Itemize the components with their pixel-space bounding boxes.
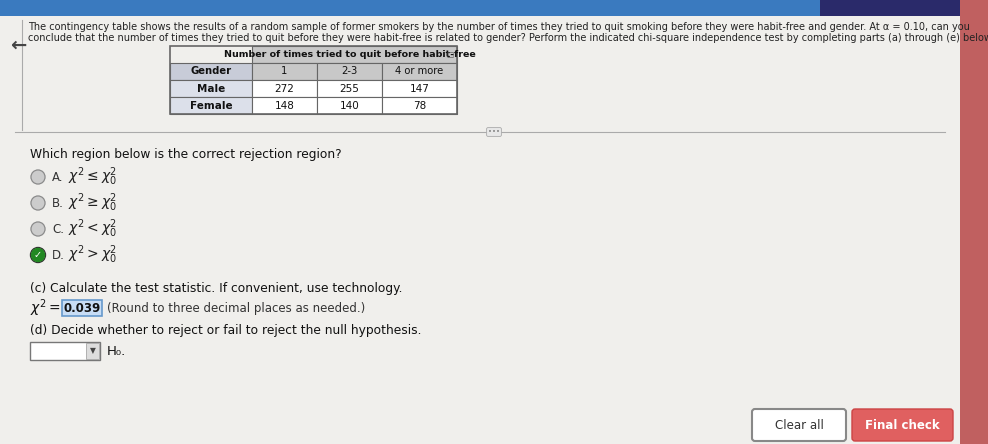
- Text: ✓: ✓: [34, 250, 42, 260]
- Text: ▼: ▼: [90, 346, 96, 356]
- Text: 255: 255: [340, 83, 360, 94]
- Text: A.: A.: [52, 170, 63, 183]
- Circle shape: [31, 222, 45, 236]
- Text: 0.039: 0.039: [63, 301, 101, 314]
- Text: D.: D.: [52, 249, 65, 262]
- Text: $\chi^2 > \chi^2_0$: $\chi^2 > \chi^2_0$: [68, 244, 118, 266]
- Text: $\chi^2 \leq \chi^2_0$: $\chi^2 \leq \chi^2_0$: [68, 166, 118, 188]
- Text: conclude that the number of times they tried to quit before they were habit-free: conclude that the number of times they t…: [28, 33, 988, 43]
- Text: Male: Male: [197, 83, 225, 94]
- Text: Number of times tried to quit before habit-free: Number of times tried to quit before hab…: [223, 50, 475, 59]
- Bar: [0, 0, 960, 16]
- Text: 147: 147: [410, 83, 430, 94]
- Bar: [252, 97, 317, 114]
- Bar: [382, 80, 457, 97]
- Text: Final check: Final check: [865, 419, 940, 432]
- Text: 140: 140: [340, 100, 360, 111]
- Bar: [317, 80, 382, 97]
- Text: C.: C.: [52, 222, 64, 235]
- Text: $\chi^2 < \chi^2_0$: $\chi^2 < \chi^2_0$: [68, 218, 118, 240]
- Text: (c) Calculate the test statistic. If convenient, use technology.: (c) Calculate the test statistic. If con…: [30, 282, 402, 295]
- Text: 1: 1: [282, 67, 288, 76]
- Bar: [960, 0, 988, 444]
- Text: The contingency table shows the results of a random sample of former smokers by : The contingency table shows the results …: [28, 22, 970, 32]
- Text: □: □: [447, 50, 454, 59]
- Text: (Round to three decimal places as needed.): (Round to three decimal places as needed…: [107, 301, 366, 314]
- Bar: [820, 0, 960, 16]
- Bar: [382, 63, 457, 80]
- Text: $\chi^2 = $: $\chi^2 = $: [30, 297, 61, 319]
- Bar: [170, 46, 457, 114]
- Text: 4 or more: 4 or more: [395, 67, 444, 76]
- Bar: [252, 46, 457, 63]
- Text: ←: ←: [10, 36, 27, 55]
- FancyBboxPatch shape: [852, 409, 953, 441]
- Text: 272: 272: [275, 83, 294, 94]
- Text: 2-3: 2-3: [342, 67, 358, 76]
- Circle shape: [31, 170, 45, 184]
- Text: Which region below is the correct rejection region?: Which region below is the correct reject…: [30, 148, 342, 161]
- Text: 148: 148: [275, 100, 294, 111]
- Text: Gender: Gender: [191, 67, 231, 76]
- Bar: [86, 343, 99, 359]
- Text: $\chi^2 \geq \chi^2_0$: $\chi^2 \geq \chi^2_0$: [68, 192, 118, 214]
- Bar: [317, 63, 382, 80]
- Bar: [30, 342, 100, 360]
- Bar: [252, 63, 317, 80]
- FancyBboxPatch shape: [752, 409, 846, 441]
- Bar: [252, 80, 317, 97]
- Bar: [317, 97, 382, 114]
- Text: B.: B.: [52, 197, 64, 210]
- Bar: [382, 97, 457, 114]
- Bar: [170, 80, 252, 97]
- Text: (d) Decide whether to reject or fail to reject the null hypothesis.: (d) Decide whether to reject or fail to …: [30, 324, 422, 337]
- Text: H₀.: H₀.: [107, 345, 126, 357]
- Text: •••: •••: [488, 129, 500, 135]
- Circle shape: [31, 196, 45, 210]
- Bar: [170, 97, 252, 114]
- Text: 78: 78: [413, 100, 426, 111]
- Circle shape: [32, 249, 44, 262]
- Bar: [62, 300, 102, 316]
- Bar: [170, 63, 252, 80]
- Text: Female: Female: [190, 100, 232, 111]
- Text: Clear all: Clear all: [775, 419, 823, 432]
